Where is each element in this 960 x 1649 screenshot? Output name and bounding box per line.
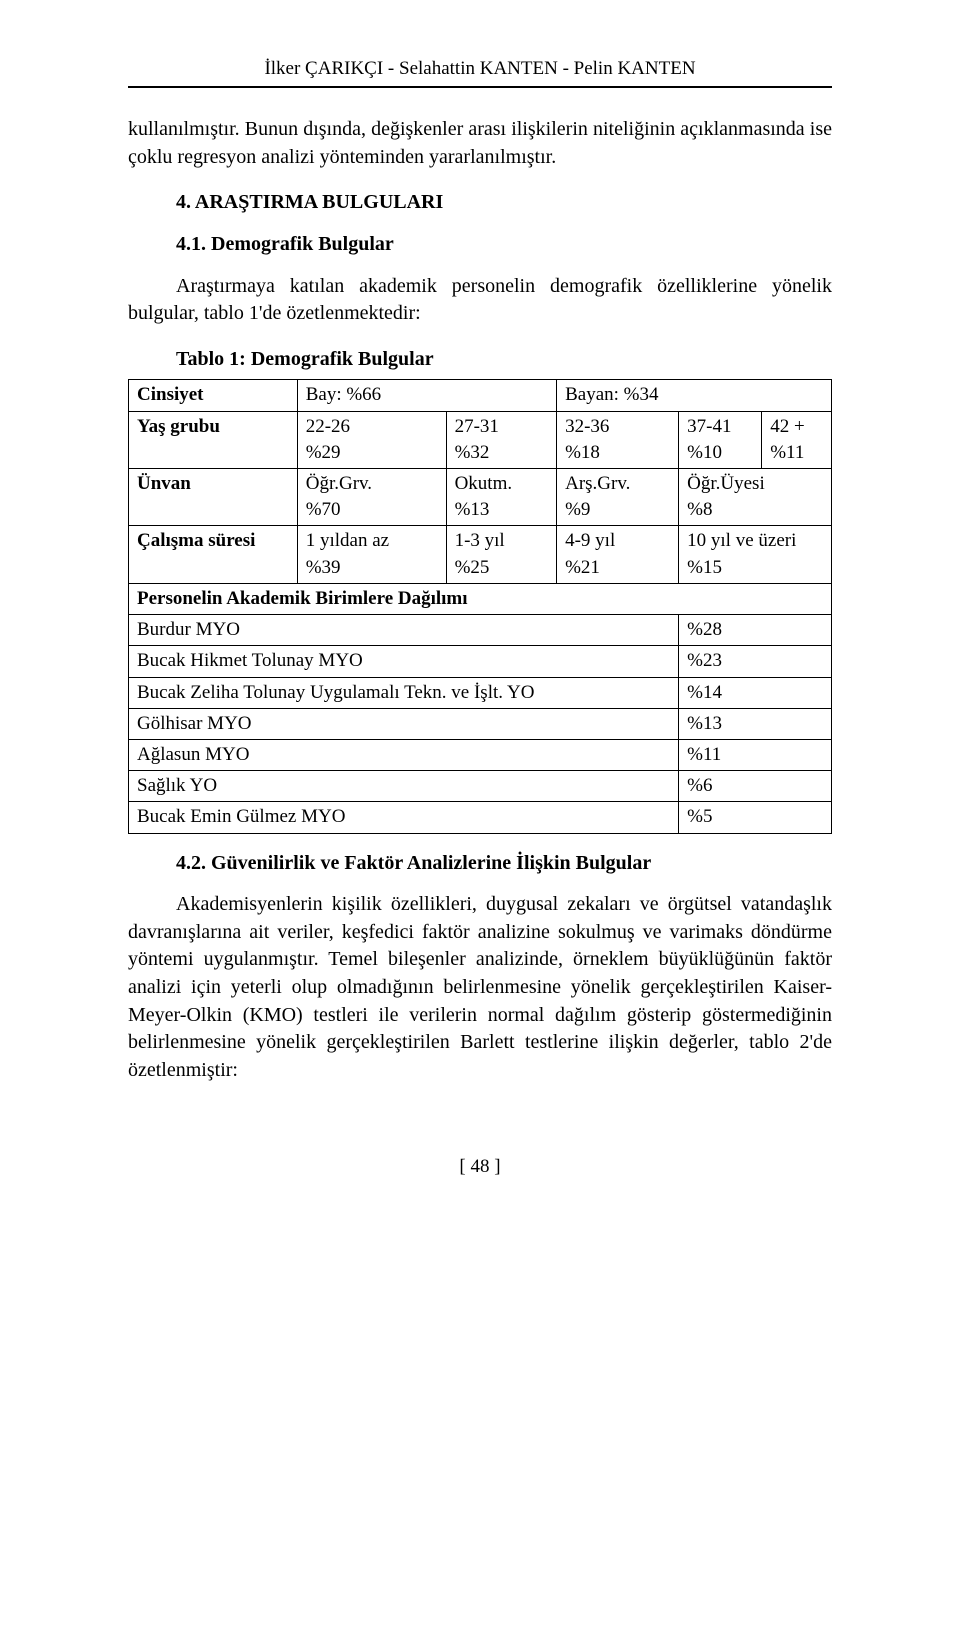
cell-text: %29 (306, 440, 438, 466)
cell-text: %21 (565, 555, 670, 581)
cell-text: 1-3 yıl (455, 528, 549, 554)
unit-name: Sağlık YO (129, 771, 679, 802)
cell-text: 10 yıl ve üzeri (687, 528, 823, 554)
cell-text: 4-9 yıl (565, 528, 670, 554)
table-row: Bucak Hikmet Tolunay MYO %23 (129, 646, 832, 677)
unvan-cell-0: Öğr.Grv. %70 (297, 469, 446, 526)
table-row: Burdur MYO %28 (129, 615, 832, 646)
paragraph-3: Akademisyenlerin kişilik özellikleri, du… (128, 891, 832, 1084)
cinsiyet-bay: Bay: %66 (297, 380, 556, 411)
unit-name: Bucak Emin Gülmez MYO (129, 802, 679, 833)
yas-cell-4: 42 + %11 (762, 411, 832, 468)
table-row: Yaş grubu 22-26 %29 27-31 %32 32-36 %18 … (129, 411, 832, 468)
unvan-cell-3: Öğr.Üyesi %8 (679, 469, 832, 526)
table-row: Bucak Zeliha Tolunay Uygulamalı Tekn. ve… (129, 677, 832, 708)
cell-text: %18 (565, 440, 670, 466)
calisma-cell-3: 10 yıl ve üzeri %15 (679, 526, 832, 583)
table-1-title: Tablo 1: Demografik Bulgular (128, 346, 832, 374)
unvan-cell-1: Okutm. %13 (446, 469, 557, 526)
cell-text: 1 yıldan az (306, 528, 438, 554)
table-row: Ağlasun MYO %11 (129, 740, 832, 771)
unit-pct: %14 (679, 677, 832, 708)
unvan-cell-2: Arş.Grv. %9 (557, 469, 679, 526)
cell-text: 32-36 (565, 414, 670, 440)
cell-text: Arş.Grv. (565, 471, 670, 497)
unit-name: Ağlasun MYO (129, 740, 679, 771)
cell-text: %9 (565, 497, 670, 523)
paragraph-2: Araştırmaya katılan akademik personelin … (128, 273, 832, 328)
yas-cell-2: 32-36 %18 (557, 411, 679, 468)
cell-text: %39 (306, 555, 438, 581)
calisma-cell-2: 4-9 yıl %21 (557, 526, 679, 583)
cell-text: %25 (455, 555, 549, 581)
unit-pct: %5 (679, 802, 832, 833)
dagilim-header: Personelin Akademik Birimlere Dağılımı (129, 583, 832, 614)
unit-pct: %11 (679, 740, 832, 771)
cell-text: Öğr.Grv. (306, 471, 438, 497)
table-row: Personelin Akademik Birimlere Dağılımı (129, 583, 832, 614)
yas-cell-3: 37-41 %10 (679, 411, 762, 468)
row-label-unvan: Ünvan (129, 469, 298, 526)
cell-text: Okutm. (455, 471, 549, 497)
calisma-cell-0: 1 yıldan az %39 (297, 526, 446, 583)
header-rule (128, 86, 832, 88)
cell-text: %8 (687, 497, 823, 523)
cell-text: %15 (687, 555, 823, 581)
unit-name: Bucak Zeliha Tolunay Uygulamalı Tekn. ve… (129, 677, 679, 708)
table-row: Bucak Emin Gülmez MYO %5 (129, 802, 832, 833)
cell-text: 22-26 (306, 414, 438, 440)
page-container: İlker ÇARIKÇI - Selahattin KANTEN - Peli… (0, 0, 960, 1261)
unit-pct: %13 (679, 708, 832, 739)
table-row: Çalışma süresi 1 yıldan az %39 1-3 yıl %… (129, 526, 832, 583)
row-label-yas: Yaş grubu (129, 411, 298, 468)
cell-text: %11 (770, 440, 823, 466)
cell-text: %10 (687, 440, 753, 466)
cell-text: 37-41 (687, 414, 753, 440)
unit-pct: %28 (679, 615, 832, 646)
cell-text: %70 (306, 497, 438, 523)
section-heading-4-2: 4.2. Güvenilirlik ve Faktör Analizlerine… (128, 850, 832, 878)
cell-text: Öğr.Üyesi (687, 471, 823, 497)
cell-text: %32 (455, 440, 549, 466)
authors-line: İlker ÇARIKÇI - Selahattin KANTEN - Peli… (128, 56, 832, 82)
cell-text: 27-31 (455, 414, 549, 440)
unit-name: Burdur MYO (129, 615, 679, 646)
table-row: Cinsiyet Bay: %66 Bayan: %34 (129, 380, 832, 411)
table-row: Sağlık YO %6 (129, 771, 832, 802)
cinsiyet-bayan: Bayan: %34 (557, 380, 832, 411)
cell-text: %13 (455, 497, 549, 523)
unit-pct: %23 (679, 646, 832, 677)
paragraph-1: kullanılmıştır. Bunun dışında, değişkenl… (128, 116, 832, 171)
section-heading-4: 4. ARAŞTIRMA BULGULARI (128, 189, 832, 217)
table-row: Ünvan Öğr.Grv. %70 Okutm. %13 Arş.Grv. %… (129, 469, 832, 526)
yas-cell-0: 22-26 %29 (297, 411, 446, 468)
row-label-calisma: Çalışma süresi (129, 526, 298, 583)
unit-pct: %6 (679, 771, 832, 802)
unit-name: Gölhisar MYO (129, 708, 679, 739)
yas-cell-1: 27-31 %32 (446, 411, 557, 468)
page-number: [ 48 ] (128, 1154, 832, 1180)
cell-text: 42 + (770, 414, 823, 440)
unit-name: Bucak Hikmet Tolunay MYO (129, 646, 679, 677)
table-row: Gölhisar MYO %13 (129, 708, 832, 739)
section-heading-4-1: 4.1. Demografik Bulgular (128, 231, 832, 259)
row-label-cinsiyet: Cinsiyet (129, 380, 298, 411)
calisma-cell-1: 1-3 yıl %25 (446, 526, 557, 583)
table-1: Cinsiyet Bay: %66 Bayan: %34 Yaş grubu 2… (128, 379, 832, 833)
